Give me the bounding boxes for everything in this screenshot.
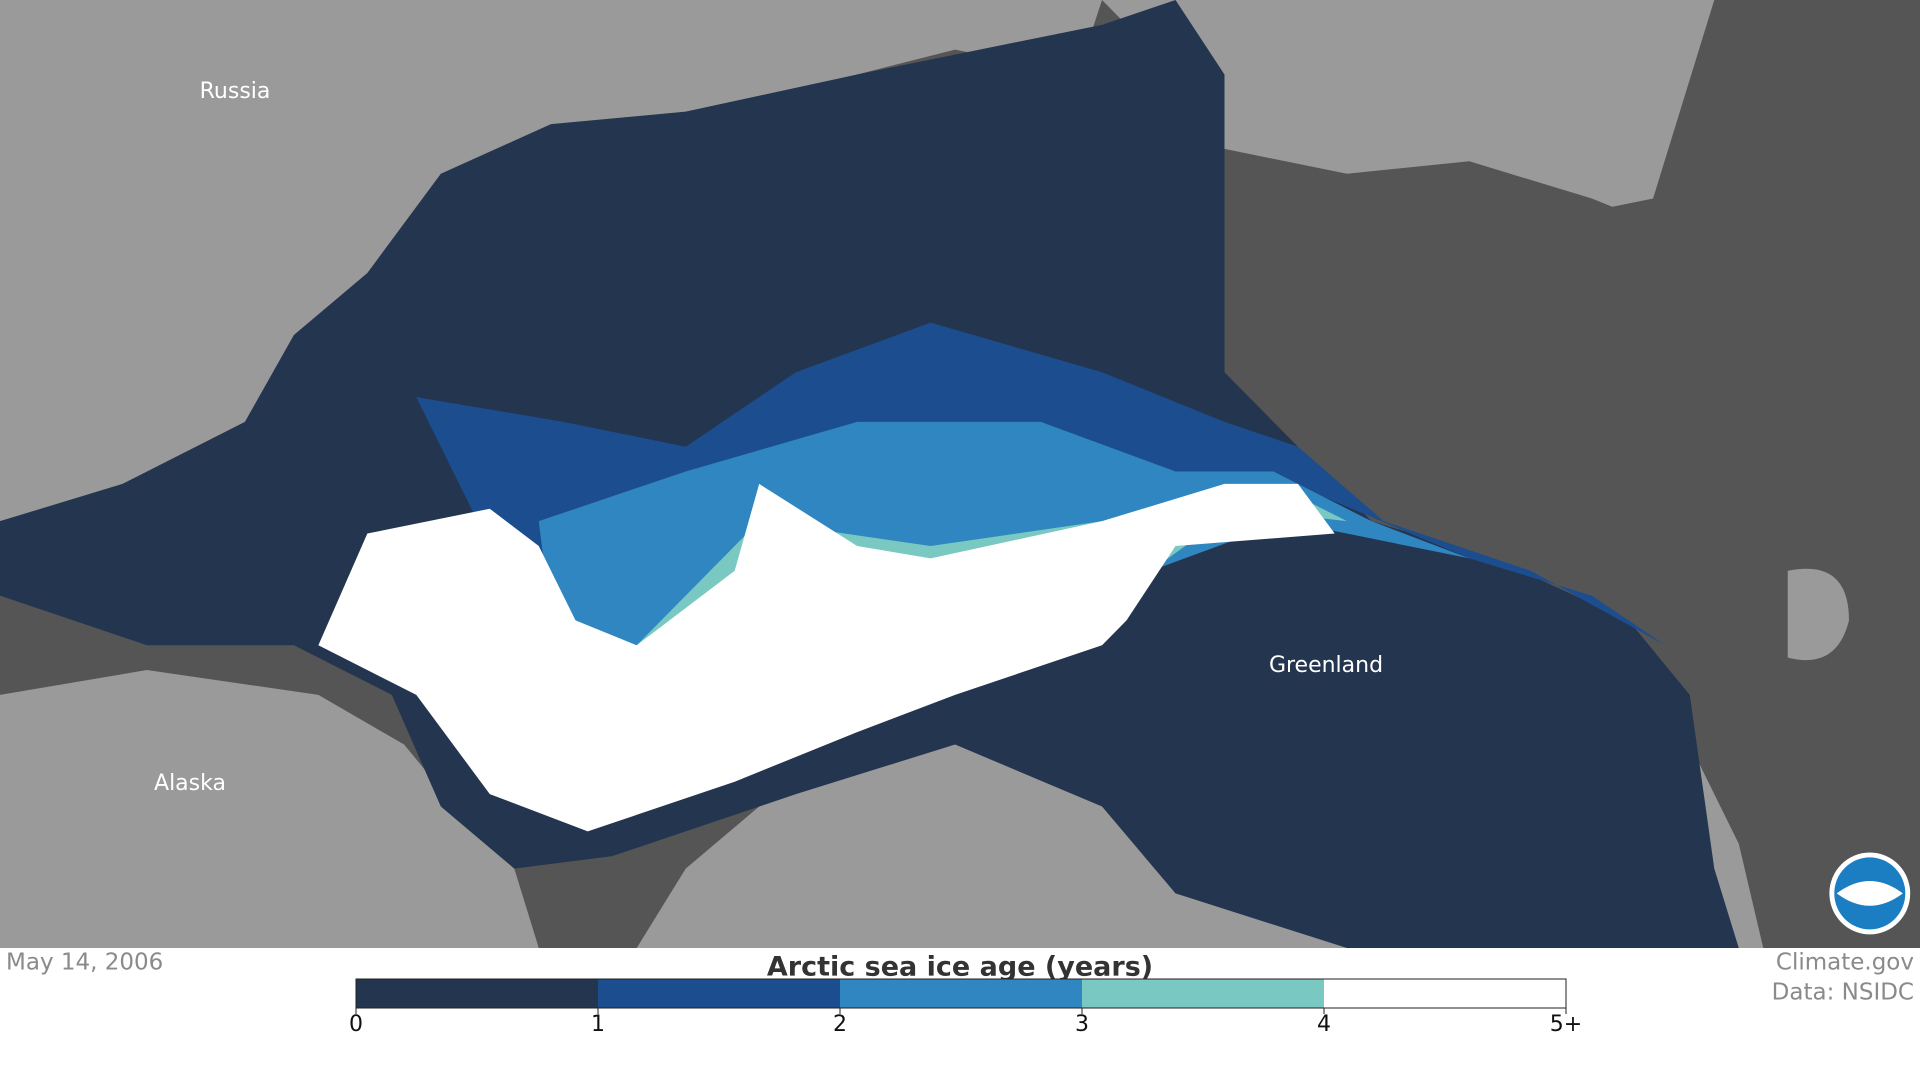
date: May 14, 2006 [6, 950, 163, 976]
map [0, 0, 1920, 948]
map-label: Alaska [154, 771, 226, 796]
credit: Data: NSIDC [1772, 980, 1914, 1006]
map-label: Greenland [1269, 653, 1383, 678]
map-label: Russia [200, 79, 271, 104]
island [1787, 568, 1849, 661]
legend-tick-label: 2 [833, 1012, 847, 1037]
legend-swatch [840, 979, 1082, 1008]
noaa-logo-gull [1836, 880, 1903, 906]
legend-swatch [356, 979, 598, 1008]
sea-east [1224, 0, 1920, 948]
land-alaska [0, 670, 539, 948]
legend-tick-label: 4 [1317, 1012, 1331, 1037]
land-russia [0, 0, 1103, 522]
legend-border [355, 978, 1567, 1009]
ice-4-plus [318, 483, 1335, 832]
legend-swatch [1324, 979, 1566, 1008]
legend-tick-label: 0 [349, 1012, 363, 1037]
legend-swatch [1082, 979, 1324, 1008]
legend-tick-label: 3 [1075, 1012, 1089, 1037]
credit: Climate.gov [1776, 950, 1914, 976]
legend-swatch [598, 979, 840, 1008]
legend: 0 1 2 3 4 5+ [349, 978, 1582, 1037]
legend-tick-label: 5+ [1550, 1012, 1582, 1037]
legend-title: Arctic sea ice age (years) [767, 952, 1153, 983]
legend-tick-label: 1 [591, 1012, 605, 1037]
